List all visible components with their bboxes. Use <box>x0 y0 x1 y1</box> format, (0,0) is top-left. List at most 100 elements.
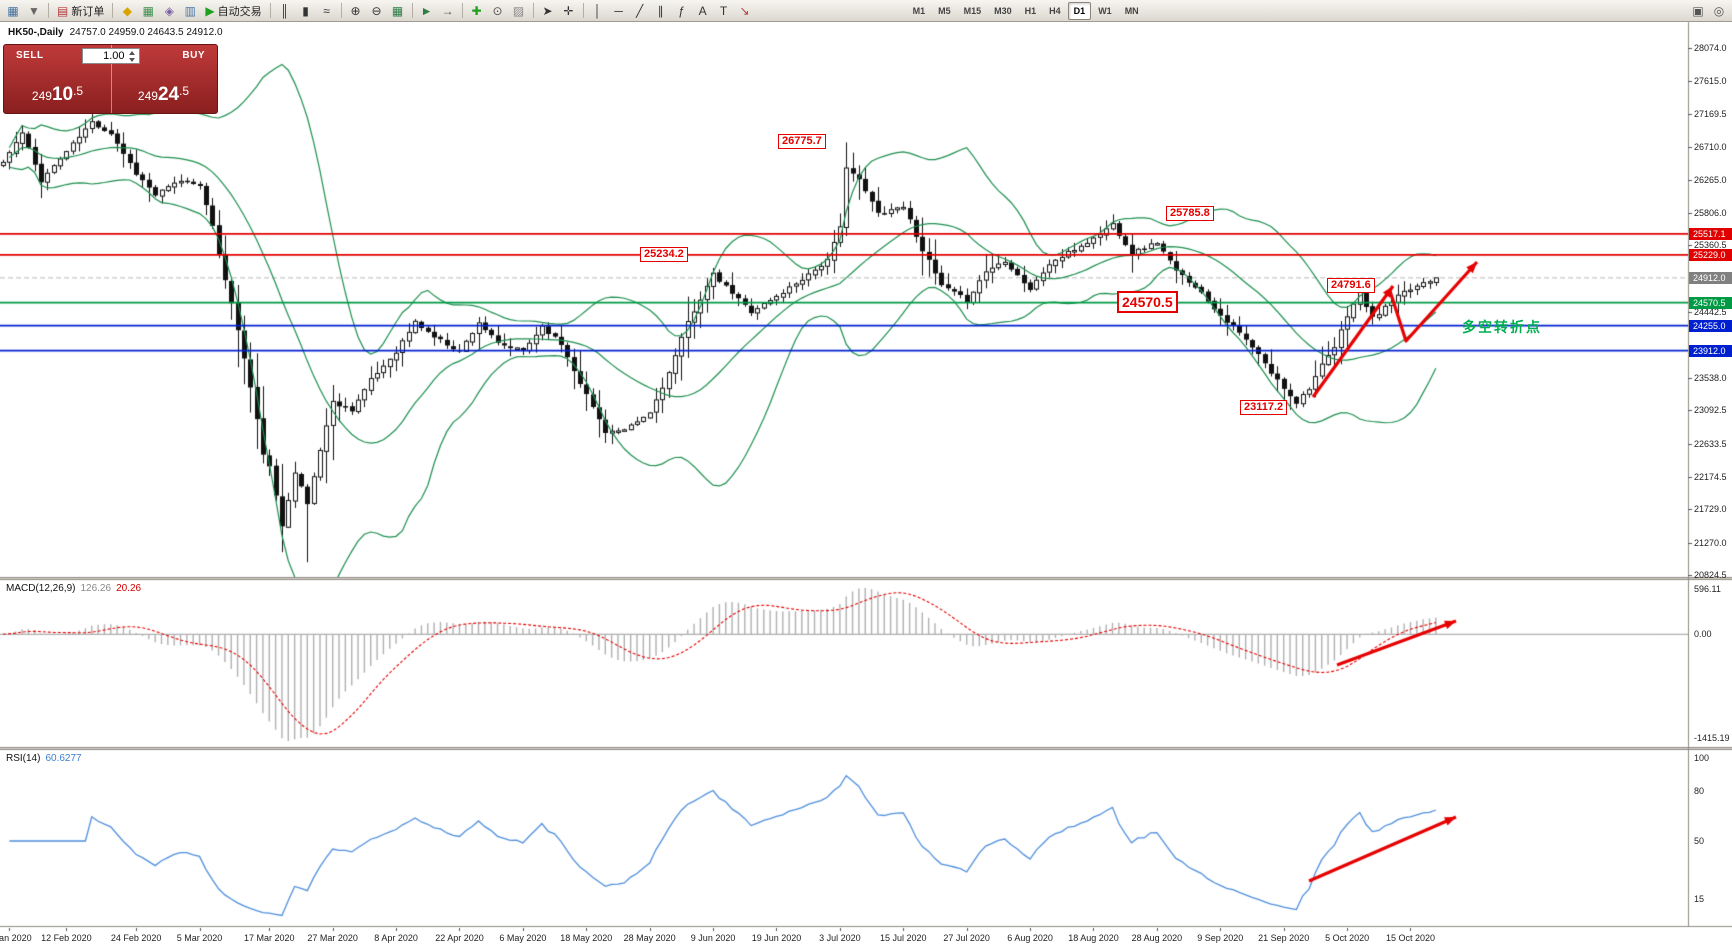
label-icon[interactable]: T <box>714 1 734 20</box>
price-annotation[interactable]: 25785.8 <box>1166 206 1214 221</box>
timeframe-w1[interactable]: W1 <box>1098 5 1112 16</box>
time-axis-label: 1 Jan 2020 <box>0 933 32 943</box>
metaeditor-icon[interactable]: ◆ <box>117 1 137 20</box>
terminal-icon[interactable]: ▥ <box>180 1 200 20</box>
turning-point-annotation[interactable]: 多空转折点 <box>1462 319 1542 335</box>
zoom-in-icon[interactable]: ⊕ <box>346 1 366 20</box>
price-annotation[interactable]: 23117.2 <box>1240 400 1288 415</box>
macd-axis-label: 0.00 <box>1694 629 1712 640</box>
time-axis-label: 15 Jul 2020 <box>879 933 927 943</box>
crosshair-icon[interactable]: ✛ <box>559 1 579 20</box>
timeframe-m1[interactable]: M1 <box>912 5 926 16</box>
macd-name: MACD(12,26,9) <box>6 583 76 594</box>
auto-scroll-icon[interactable]: ► <box>417 1 437 20</box>
channel-icon[interactable]: ∥ <box>651 1 671 20</box>
navigator-icon[interactable]: ◈ <box>159 1 179 20</box>
window-icon: ▣ <box>1692 3 1704 18</box>
tile-windows-icon[interactable]: ▦ <box>388 1 408 20</box>
price-axis-label: 23538.0 <box>1694 372 1727 383</box>
timeframe-h1[interactable]: H1 <box>1024 5 1037 16</box>
rsi-axis-label: 80 <box>1694 786 1705 797</box>
channel-icon: ∥ <box>657 3 664 18</box>
toolbar: ▦ ▼ ▤ 新订单 ◆ ▦ ◈ ▥ ▶ 自动交易 ║ ▮ ≈ ⊕ ⊖ ▦ ► → ✚ ⊙ ▨ ➤ ✛ │ ─ ╱ ∥ ƒ A T ↘ M1 M5… <box>0 0 1732 22</box>
price-annotation[interactable]: 25234.2 <box>640 247 688 262</box>
sell-label: SELL <box>16 50 44 61</box>
chart-shift-icon[interactable]: → <box>438 1 458 20</box>
timeframe-d1[interactable]: D1 <box>1067 1 1092 20</box>
panel-divider <box>111 45 112 113</box>
timeframe-m30[interactable]: M30 <box>994 5 1012 16</box>
horizontal-line-icon[interactable]: ─ <box>609 1 629 20</box>
one-click-trading-panel: SELL BUY 1.00 24910.5 24924.5 <box>3 44 218 114</box>
sell-button[interactable]: 24910.5 <box>4 71 111 111</box>
window-icon[interactable]: ▣ <box>1688 1 1708 20</box>
vertical-line-icon[interactable]: │ <box>588 1 608 20</box>
toolbar-separator <box>269 3 271 18</box>
market-watch-icon[interactable]: ▦ <box>138 1 158 20</box>
cursor-icon[interactable]: ➤ <box>538 1 558 20</box>
price-annotation[interactable]: 26775.7 <box>778 134 826 149</box>
fibonacci-icon[interactable]: ƒ <box>672 1 692 20</box>
price-axis-label: 27169.5 <box>1694 108 1727 119</box>
buy-label: BUY <box>182 50 205 61</box>
toolbar-separator <box>48 3 49 18</box>
trendline-icon[interactable]: ╱ <box>630 1 650 20</box>
time-axis-label: 6 Aug 2020 <box>1007 933 1053 943</box>
text-icon[interactable]: A <box>693 1 713 20</box>
indicators-icon[interactable]: ✚ <box>467 1 487 20</box>
search-icon[interactable]: ◎ <box>1709 1 1729 20</box>
time-axis-label: 8 Apr 2020 <box>374 933 418 943</box>
periods-icon[interactable]: ⊙ <box>488 1 508 20</box>
price-level-tag: 25229.0 <box>1689 248 1732 261</box>
timeframe-m5[interactable]: M5 <box>938 5 951 16</box>
zoom-out-icon[interactable]: ⊖ <box>367 1 387 20</box>
price-level-tag: 23912.0 <box>1689 344 1732 357</box>
macd-axis-label: -1415.19 <box>1694 733 1730 743</box>
market-watch-icon: ▦ <box>142 3 155 18</box>
ohlc-values: 24757.0 24959.0 24643.5 24912.0 <box>69 27 223 38</box>
line-chart-icon[interactable]: ≈ <box>317 1 337 20</box>
timeframe-mn[interactable]: MN <box>1124 5 1139 16</box>
price-level-tag: 24570.5 <box>1689 296 1732 309</box>
time-axis-label: 15 Oct 2020 <box>1385 933 1435 943</box>
new-order-button[interactable]: ▤ 新订单 <box>53 1 108 20</box>
profiles-icon[interactable]: ▼ <box>24 1 44 20</box>
indicators-icon: ✚ <box>471 3 482 18</box>
chart-title: HK50-,Daily 24757.0 24959.0 24643.5 24912… <box>8 27 223 38</box>
price-annotation[interactable]: 24791.6 <box>1327 278 1375 293</box>
autotrading-button[interactable]: ▶ 自动交易 <box>201 1 265 20</box>
new-order-button: ▤ <box>57 3 69 18</box>
timeframe-m15[interactable]: M15 <box>963 5 982 16</box>
arrows-icon[interactable]: ↘ <box>735 1 755 20</box>
time-axis-label: 9 Jun 2020 <box>690 933 736 943</box>
rsi-axis-label: 100 <box>1694 753 1710 763</box>
volume-spinner[interactable] <box>127 51 137 62</box>
templates-icon[interactable]: ▨ <box>509 1 529 20</box>
metaeditor-icon: ◆ <box>122 3 132 18</box>
time-axis-label: 21 Sep 2020 <box>1258 933 1310 943</box>
timeframe-h4[interactable]: H4 <box>1049 5 1061 16</box>
price-digits: 249 <box>31 89 52 103</box>
price-annotation[interactable]: 24570.5 <box>1117 291 1178 313</box>
bar-chart-icon[interactable]: ║ <box>275 1 295 20</box>
candlestick-icon[interactable]: ▮ <box>296 1 316 20</box>
line-chart-icon: ≈ <box>323 3 330 18</box>
new-chart-icon[interactable]: ▦ <box>3 1 23 20</box>
search-icon: ◎ <box>1713 3 1725 18</box>
toolbar-separator <box>112 3 114 18</box>
horizontal-line-icon: ─ <box>614 3 623 18</box>
volume-input[interactable]: 1.00 <box>81 48 140 64</box>
time-axis-label: 24 Feb 2020 <box>110 933 162 943</box>
time-axis-label: 17 Mar 2020 <box>243 933 295 943</box>
candlestick-icon: ▮ <box>302 3 309 18</box>
bar-chart-icon: ║ <box>280 3 289 18</box>
text-icon: A <box>698 3 707 18</box>
label-icon: T <box>719 3 728 18</box>
spinner-down-icon[interactable] <box>128 58 135 62</box>
profiles-icon: ▼ <box>28 3 40 18</box>
buy-button[interactable]: 24924.5 <box>110 71 217 111</box>
rsi-name: RSI(14) <box>6 753 41 764</box>
spinner-up-icon[interactable] <box>128 51 135 55</box>
autotrading-button: ▶ <box>205 3 215 18</box>
